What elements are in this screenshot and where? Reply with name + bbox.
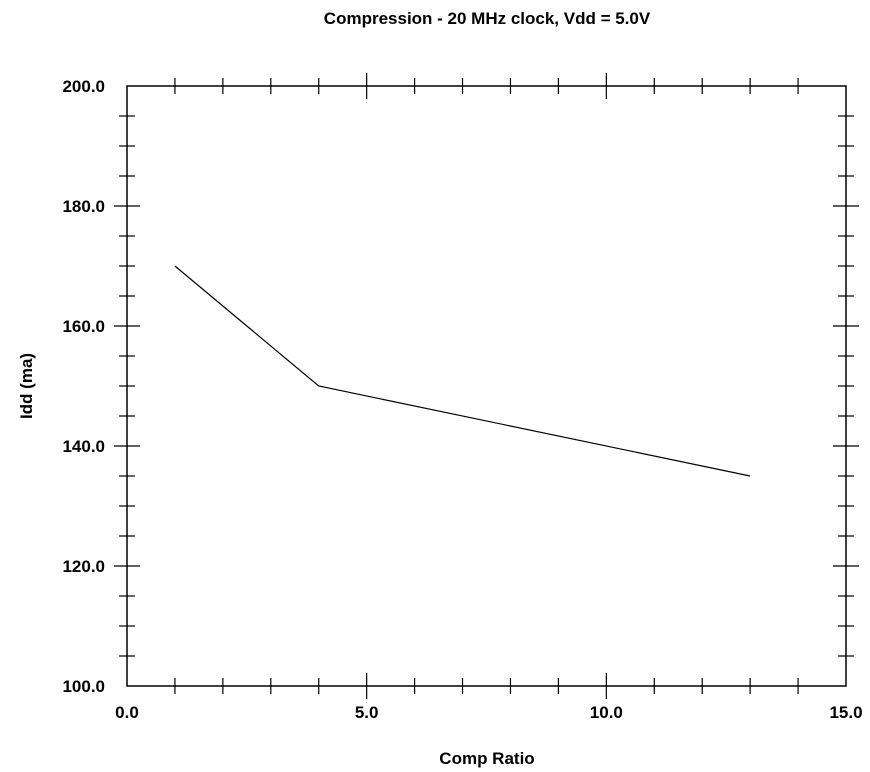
- x-tick-label: 15.0: [829, 703, 862, 722]
- x-tick-label: 5.0: [355, 703, 379, 722]
- y-tick-label: 200.0: [62, 77, 105, 96]
- y-tick-label: 180.0: [62, 197, 105, 216]
- series-line: [174, 265, 751, 477]
- y-tick-label: 140.0: [62, 437, 105, 456]
- y-tick-label: 100.0: [62, 677, 105, 696]
- x-axis-label: Comp Ratio: [439, 749, 534, 768]
- y-tick-label: 160.0: [62, 317, 105, 336]
- axis-ticks: [114, 73, 859, 699]
- x-tick-label: 10.0: [590, 703, 623, 722]
- axis-tick-labels: 0.0 5.0 10.0 15.0 100.0 120.0 140.0 160.0 180.0 2…: [62, 77, 862, 722]
- y-tick-label: 120.0: [62, 557, 105, 576]
- y-axis-label: Idd (ma): [17, 353, 36, 419]
- series-layer: [174, 265, 751, 477]
- plot-frame: [126, 85, 847, 687]
- x-tick-label: 0.0: [115, 703, 139, 722]
- chart-title: Compression - 20 MHz clock, Vdd = 5.0V: [324, 9, 651, 28]
